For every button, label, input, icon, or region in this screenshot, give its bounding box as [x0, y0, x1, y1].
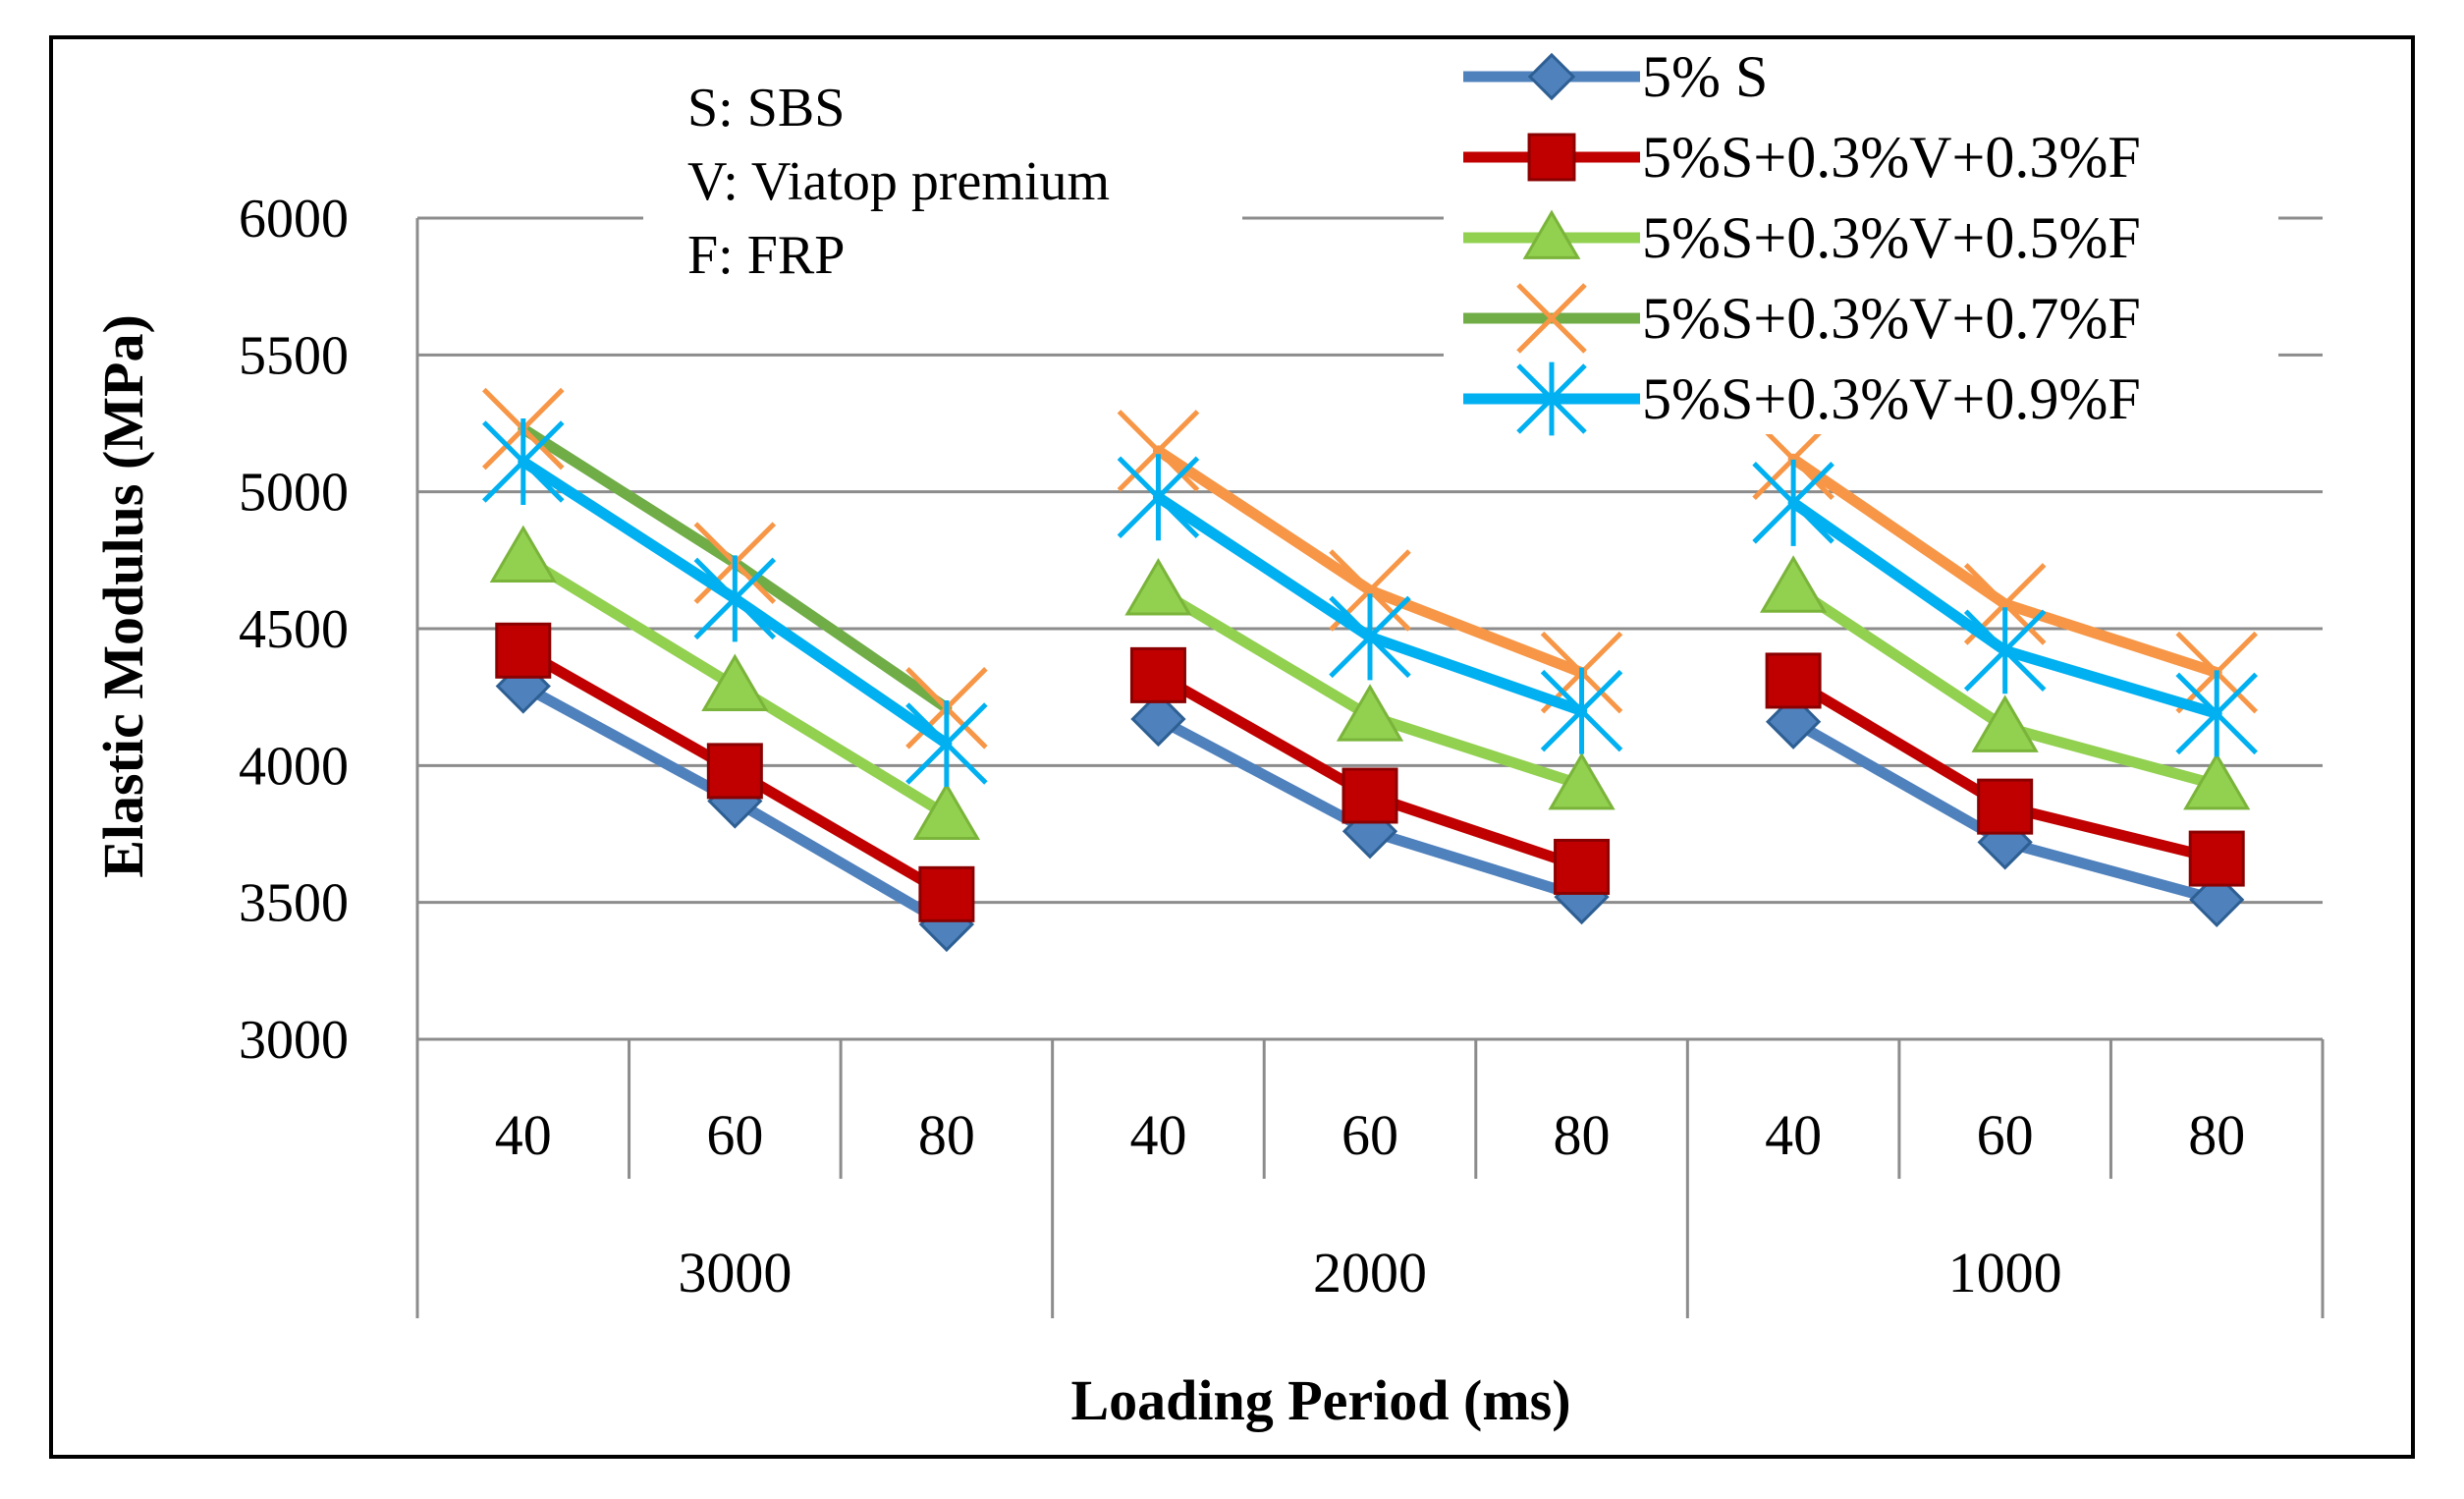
series-2-point-4 [1342, 767, 1398, 824]
series-5-point-2 [905, 700, 988, 788]
x-tick-label-1000-60: 60 [1977, 1103, 2034, 1167]
series-5-point-7 [1963, 607, 2047, 694]
y-tick-label-5500: 5500 [239, 325, 349, 386]
legend-label-2: 5%S+0.3%V+0.3%F [1642, 125, 2141, 190]
y-tick-label-3000: 3000 [239, 1010, 349, 1071]
x-group-label-1000: 1000 [1948, 1241, 2062, 1305]
series-2-point-6 [1765, 652, 1822, 709]
series-5-point-4 [1329, 593, 1411, 681]
series-1-point-8 [2189, 871, 2245, 928]
series-1-point-6 [1765, 694, 1822, 750]
legend-label-1: 5% S [1642, 44, 1768, 109]
legend-marker-4-stroke-b [1516, 283, 1587, 354]
series-1-point-3 [1130, 691, 1186, 748]
x-tick-label-3000-40: 40 [495, 1103, 552, 1167]
legend-marker-1 [1527, 52, 1576, 101]
legend-label-4: 5%S+0.3%V+0.7%F [1642, 286, 2141, 351]
series-5-point-3 [1117, 454, 1200, 541]
series-3-point-1 [701, 653, 769, 712]
series-2-point-8 [2188, 830, 2245, 887]
legend-marker-5 [1516, 361, 1587, 436]
series-3-point-4 [1336, 684, 1404, 742]
series-5-point-0 [482, 418, 565, 506]
series-4-point-3-stroke-b [1117, 410, 1200, 492]
series-3-point-2 [912, 782, 981, 840]
y-axis-title: Elastic Modulus (MPa) [91, 314, 155, 878]
y-tick-label-5000: 5000 [239, 463, 349, 524]
series-3-point-0 [489, 525, 557, 583]
x-tick-label-2000-80: 80 [1554, 1103, 1611, 1167]
legend-marker-3 [1522, 209, 1581, 259]
y-tick-label-4500: 4500 [239, 599, 349, 660]
legend-item-4: 5%S+0.3%V+0.7%F [1463, 283, 2141, 354]
legend: 5% S 5%S+0.3%V+0.3%F 5%S+0.3%V+0.5%F 5%S+0.… [1444, 41, 2278, 436]
series-4-point-3 [1117, 410, 1200, 492]
y-tick-label-6000: 6000 [239, 189, 349, 250]
legend-label-3: 5%S+0.3%V+0.5%F [1642, 205, 2141, 270]
x-axis: 40 60 80 3000 40 60 80 2000 40 60 80 1000 [415, 1039, 2325, 1318]
series-group [482, 387, 2258, 953]
x-tick-label-2000-40: 40 [1129, 1103, 1186, 1167]
series-3-point-8 [2183, 751, 2251, 810]
annotation-line-viatop: V: Viatop premium [687, 151, 1110, 212]
series-3-point-6 [1759, 555, 1828, 613]
legend-item-5: 5%S+0.3%V+0.9%F [1463, 361, 2141, 436]
y-axis: 3000 3500 4000 4500 5000 5500 6000 [239, 189, 419, 1071]
legend-item-3: 5%S+0.3%V+0.5%F [1463, 205, 2141, 270]
y-tick-label-4000: 4000 [239, 736, 349, 797]
series-2 [495, 622, 2245, 922]
series-3-point-7 [1971, 694, 2039, 752]
legend-item-2: 5%S+0.3%V+0.3%F [1463, 125, 2141, 190]
series-2-point-0 [495, 622, 552, 679]
series-2-point-1 [706, 743, 763, 800]
series-2-point-5 [1554, 838, 1611, 895]
annotation-bg [643, 54, 1242, 290]
x-group-label-2000: 2000 [1313, 1241, 1427, 1305]
series-5-point-6 [1752, 459, 1834, 546]
legend-label-5: 5%S+0.3%V+0.9%F [1642, 366, 2141, 431]
annotation-line-sbs: S: SBS [687, 78, 845, 139]
x-tick-label-1000-40: 40 [1765, 1103, 1822, 1167]
series-2-point-2 [918, 865, 975, 922]
x-tick-label-3000-60: 60 [706, 1103, 763, 1167]
legend-marker-2 [1527, 133, 1576, 182]
x-axis-title: Loading Period (ms) [1070, 1368, 1570, 1432]
x-tick-label-1000-80: 80 [2188, 1103, 2245, 1167]
series-2-point-7 [1977, 778, 2034, 835]
x-tick-label-2000-60: 60 [1342, 1103, 1398, 1167]
series-3 [489, 525, 2251, 840]
x-group-label-3000: 3000 [678, 1241, 792, 1305]
series-5-point-5 [1540, 667, 1623, 754]
series-2-point-3 [1129, 646, 1186, 703]
series-5-point-8 [2175, 670, 2258, 757]
annotation-line-frp: F: FRP [687, 225, 845, 286]
legend-item-1: 5% S [1463, 44, 1768, 109]
series-3-point-3 [1124, 558, 1192, 616]
x-tick-label-3000-80: 80 [918, 1103, 975, 1167]
y-tick-label-3500: 3500 [239, 873, 349, 934]
annotation-box: S: SBS V: Viatop premium F: FRP [643, 54, 1242, 290]
series-5-point-1 [693, 555, 777, 642]
series-3-point-5 [1548, 751, 1615, 810]
legend-marker-4 [1516, 283, 1587, 354]
series-5 [482, 418, 2258, 788]
